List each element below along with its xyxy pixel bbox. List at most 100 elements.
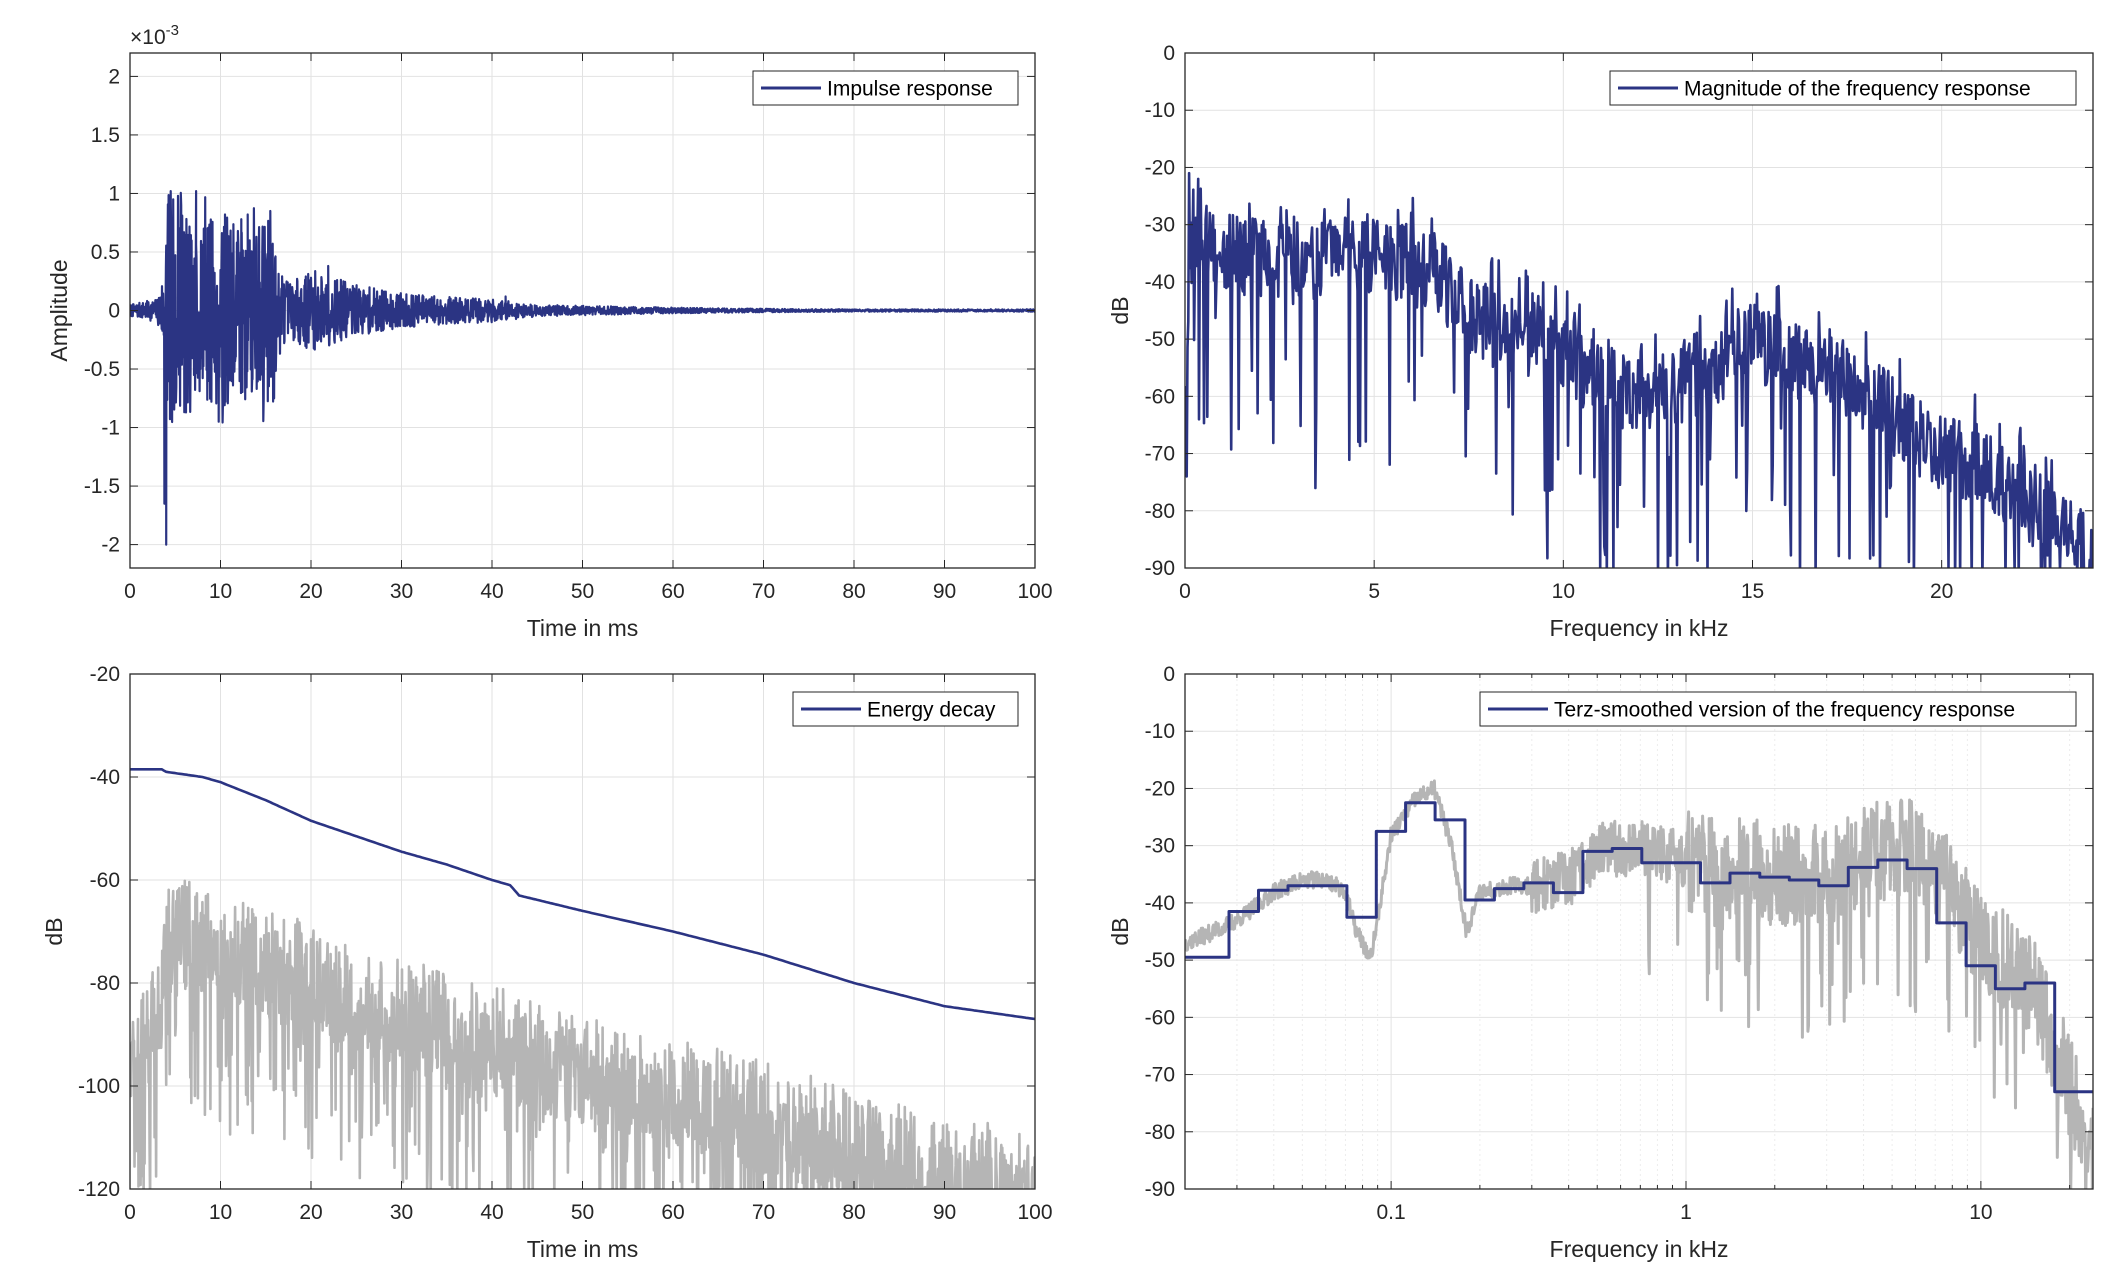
x-tick-label: 5: [1368, 580, 1380, 603]
x-tick-label: 0: [124, 1201, 136, 1224]
y-tick-label: -80: [90, 972, 120, 995]
y-tick-label: -60: [1145, 385, 1175, 408]
y-tick-label: 1.5: [91, 124, 120, 147]
legend-label-impulse-response: Impulse response: [827, 78, 993, 101]
x-tick-label: 100: [1017, 580, 1052, 603]
x-tick-label: 10: [1552, 580, 1575, 603]
y-axis-label: Amplitude: [46, 259, 72, 361]
exponent-label: ×10-3: [130, 22, 179, 49]
x-tick-label: 10: [209, 580, 232, 603]
axes-box: [1184, 673, 2094, 1190]
x-axis-label: Frequency in kHz: [1550, 615, 1729, 641]
x-tick-label: 50: [571, 580, 594, 603]
y-tick-label: -90: [1145, 1178, 1175, 1201]
y-tick-label: -40: [90, 766, 120, 789]
axes-box: [1184, 52, 2094, 569]
x-tick-label: 0: [1179, 580, 1191, 603]
legend: Magnitude of the frequency response: [1609, 70, 2077, 106]
legend-label-energy-decay: Energy decay: [867, 699, 996, 722]
y-axis-label: dB: [41, 917, 67, 945]
terz-gray-line: [1185, 779, 2093, 1189]
y-tick-label: 1: [108, 182, 120, 205]
y-tick-label: 0: [1163, 663, 1175, 686]
y-tick-label: -20: [1145, 156, 1175, 179]
tick-layer: 0 5 10 15 20 0 -10 -20 -30 -40 -50 -60 -70 -80 -90: [1145, 42, 2093, 603]
legend-box: [1479, 691, 2077, 727]
y-tick-label: -70: [1145, 443, 1175, 466]
legend: Energy decay: [792, 691, 1019, 727]
y-tick-label: -90: [1145, 557, 1175, 580]
y-tick-label: 0.5: [91, 241, 120, 264]
y-tick-label: 0: [1163, 42, 1175, 65]
y-axis-label: dB: [1107, 296, 1133, 324]
x-tick-label: 30: [390, 580, 413, 603]
y-tick-label: -40: [1145, 271, 1175, 294]
x-tick-label: 90: [933, 1201, 956, 1224]
terz-smoothed-line: [1185, 801, 2093, 1094]
y-tick-label: -80: [1145, 1121, 1175, 1144]
legend-label-magnitude: Magnitude of the frequency response: [1684, 78, 2031, 101]
x-tick-label: 60: [661, 1201, 684, 1224]
tick-layer: 0 10 20 30 40 50 60 70 80 90 100 -20 -40 -60 -80 -100 -1…: [78, 663, 1053, 1224]
impulse-response-line: [130, 190, 1035, 546]
x-tick-label: 100: [1017, 1201, 1052, 1224]
x-tick-label: 30: [390, 1201, 413, 1224]
legend: Terz-smoothed version of the frequency r…: [1479, 691, 2077, 727]
x-tick-label: 20: [299, 580, 322, 603]
x-tick-label: 60: [661, 580, 684, 603]
x-tick-label: 70: [752, 1201, 775, 1224]
tick-layer: 0 10 20 30 40 50 60 70 80 90 100 -2 -1.5 -1 -0.5 0 0.5 1 1…: [84, 53, 1053, 603]
exponent-base: ×10: [130, 26, 166, 49]
x-tick-label: 10: [1969, 1201, 1992, 1224]
y-tick-label: -30: [1145, 835, 1175, 858]
y-tick-label: -80: [1145, 500, 1175, 523]
x-tick-label: 50: [571, 1201, 594, 1224]
tick-layer: 0.1 1 10 0 -10 -20 -30 -40 -50 -60 -70 -80 -90: [1145, 663, 2093, 1224]
y-tick-label: -20: [1145, 777, 1175, 800]
y-tick-label: -60: [1145, 1006, 1175, 1029]
terz-smoothed-panel: 0.1 1 10 0 -10 -20 -30 -40 -50 -60 -70 -80 -90 Frequ…: [1107, 663, 2094, 1262]
y-tick-label: -20: [90, 663, 120, 686]
y-tick-label: -10: [1145, 99, 1175, 122]
x-tick-label: 40: [480, 580, 503, 603]
exponent-power: -3: [166, 22, 179, 39]
y-tick-label: -1: [101, 417, 120, 440]
y-tick-label: -2: [101, 534, 120, 557]
legend-box: [1609, 70, 2077, 106]
data-layer: [1185, 779, 2093, 1189]
energy-gray-line: [130, 879, 1035, 1189]
y-tick-label: -10: [1145, 720, 1175, 743]
y-tick-label: -30: [1145, 214, 1175, 237]
y-tick-label: -40: [1145, 892, 1175, 915]
legend-label-terz: Terz-smoothed version of the frequency r…: [1554, 699, 2015, 722]
frequency-response-panel: 0 5 10 15 20 0 -10 -20 -30 -40 -50 -60 -70 -80 -90 Fre…: [1107, 42, 2094, 641]
magnitude-response-line: [1185, 171, 2093, 568]
impulse-response-panel: 0 10 20 30 40 50 60 70 80 90 100 -2 -1.5 -1 -0.5 0 0.5 1 1…: [46, 22, 1053, 641]
y-tick-label: 2: [108, 65, 120, 88]
x-tick-label: 80: [842, 1201, 865, 1224]
energy-decay-line: [130, 768, 1035, 1021]
legend: Impulse response: [752, 70, 1019, 106]
data-layer: [130, 190, 1035, 546]
x-tick-label: 0.1: [1377, 1201, 1406, 1224]
x-tick-label: 10: [209, 1201, 232, 1224]
x-tick-label: 20: [1930, 580, 1953, 603]
y-tick-label: 0: [108, 300, 120, 323]
energy-decay-panel: 0 10 20 30 40 50 60 70 80 90 100 -20 -40 -60 -80 -100 -1…: [41, 663, 1053, 1262]
y-tick-label: -120: [78, 1178, 120, 1201]
x-tick-label: 80: [842, 580, 865, 603]
y-axis-label: dB: [1107, 917, 1133, 945]
x-axis-label: Time in ms: [527, 615, 639, 641]
x-tick-label: 15: [1741, 580, 1764, 603]
data-layer: [130, 768, 1035, 1189]
x-axis-label: Frequency in kHz: [1550, 1236, 1729, 1262]
y-tick-label: -1.5: [84, 475, 120, 498]
x-tick-label: 40: [480, 1201, 503, 1224]
x-tick-label: 1: [1680, 1201, 1692, 1224]
x-axis-label: Time in ms: [527, 1236, 639, 1262]
x-tick-label: 90: [933, 580, 956, 603]
y-tick-label: -0.5: [84, 358, 120, 381]
x-tick-label: 0: [124, 580, 136, 603]
y-tick-label: -100: [78, 1075, 120, 1098]
